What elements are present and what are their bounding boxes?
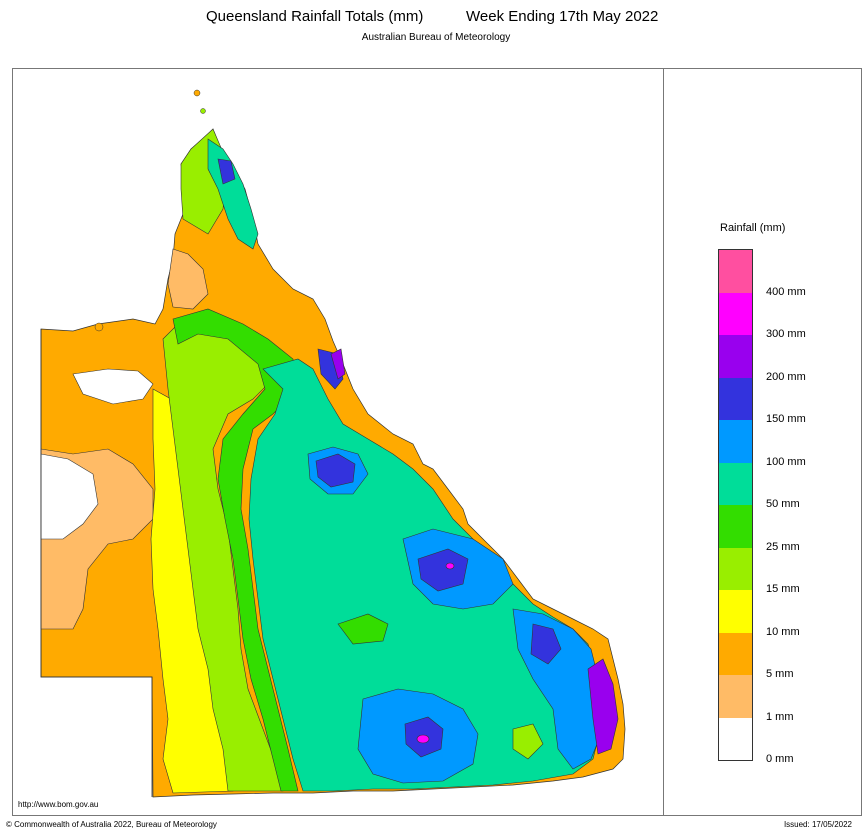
legend-label: 1 mm	[766, 710, 794, 723]
region-300-400mm-south	[416, 734, 430, 744]
source-url[interactable]: http://www.bom.gov.au	[18, 800, 99, 809]
legend-swatch	[719, 377, 752, 420]
legend-swatch	[719, 590, 752, 633]
map-title-bar: Queensland Rainfall Totals (mm) Week End…	[0, 8, 862, 26]
map-title: Queensland Rainfall Totals (mm)	[206, 8, 424, 25]
gulf-coast-outline	[40, 329, 153, 797]
legend-swatch	[719, 675, 752, 718]
legend-label: 15 mm	[766, 583, 800, 595]
region-150-200mm-central	[315, 453, 356, 488]
legend-swatch	[719, 632, 752, 675]
legend-label: 150 mm	[766, 413, 806, 425]
region-25-50mm-patch-1	[337, 613, 389, 645]
legend-label: 100 mm	[766, 455, 806, 468]
legend-title: Rainfall (mm)	[720, 222, 786, 234]
island-3	[94, 322, 104, 332]
legend-label: 5 mm	[766, 668, 794, 680]
region-0-1mm-gulf	[72, 368, 154, 405]
legend-swatch	[719, 547, 752, 590]
legend-color-bar	[718, 249, 753, 761]
legend-label: 25 mm	[766, 540, 800, 553]
legend-label: 300 mm	[766, 328, 806, 340]
legend-swatch	[719, 717, 752, 760]
legend-label: 50 mm	[766, 498, 800, 510]
region-150-200mm-east	[417, 548, 469, 592]
legend-label: 0 mm	[766, 753, 794, 765]
region-25-50mm-patch-2	[512, 723, 544, 760]
region-150-200mm-coast	[530, 623, 562, 665]
frame-divider	[663, 68, 664, 816]
region-0-1mm-west	[40, 453, 99, 540]
map-subtitle: Australian Bureau of Meteorology	[361, 32, 511, 43]
legend-label: 400 mm	[766, 285, 806, 298]
region-1-5mm-gulf	[167, 248, 209, 310]
copyright-notice: © Commonwealth of Australia 2022, Bureau…	[6, 820, 217, 829]
legend-swatch	[719, 292, 752, 335]
region-150-200mm-north	[217, 158, 236, 185]
island-2	[200, 108, 206, 114]
legend-swatch	[719, 250, 752, 293]
region-200-300mm-coast	[587, 658, 619, 755]
region-300-400mm-east	[445, 562, 455, 570]
legend-swatch	[719, 462, 752, 505]
legend-label: 200 mm	[766, 370, 806, 383]
region-200-300mm-ne	[330, 348, 346, 380]
legend-swatch	[719, 505, 752, 548]
map-period: Week Ending 17th May 2022	[466, 8, 659, 25]
island-1	[193, 89, 201, 97]
issued-date: Issued: 17/05/2022	[783, 820, 852, 829]
legend-swatch	[719, 420, 752, 463]
legend-swatch	[719, 335, 752, 378]
queensland-rainfall-map	[13, 69, 663, 815]
legend-label: 10 mm	[766, 625, 800, 638]
